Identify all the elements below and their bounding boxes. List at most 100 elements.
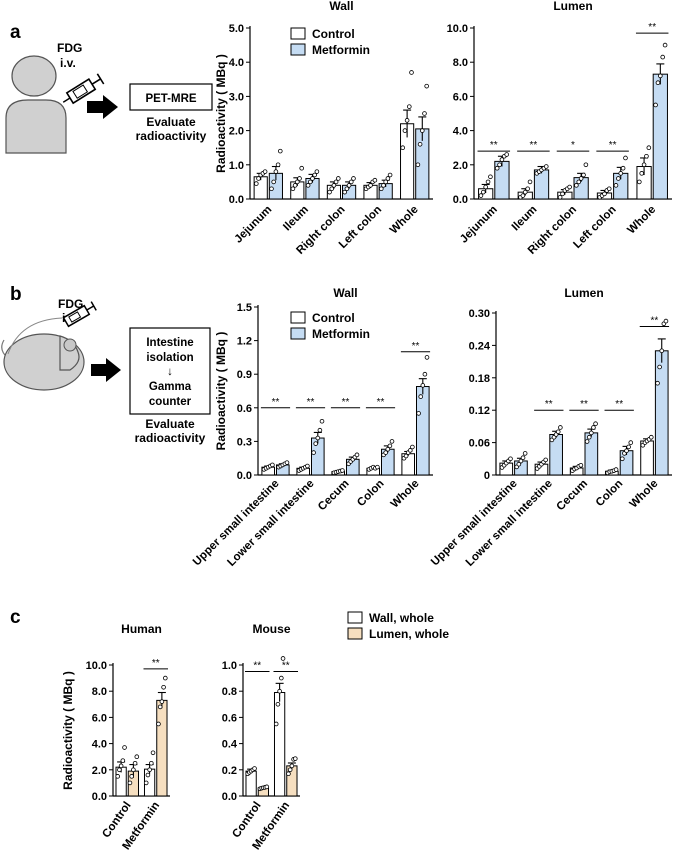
data-point — [150, 750, 156, 756]
syringe-icon — [62, 73, 105, 105]
data-point — [648, 434, 654, 440]
data-point — [295, 179, 300, 185]
data-point — [416, 411, 421, 416]
data-point — [271, 179, 276, 185]
injection-label-b: FDG — [58, 297, 83, 311]
legend-label-lumen: Lumen, whole — [369, 627, 449, 641]
method-box-b-line1: Intestine — [146, 337, 193, 349]
chart-title: Lumen — [553, 0, 592, 13]
significance-label: ** — [412, 341, 420, 352]
y-tick-label: 1.0 — [222, 660, 237, 672]
data-point — [297, 176, 302, 181]
significance-label: ** — [342, 397, 350, 408]
y-tick-label: 4.0 — [453, 126, 468, 138]
data-point — [606, 186, 612, 192]
method-box-b-line3: Gamma — [149, 381, 192, 393]
y-tick-label: 0 — [484, 470, 490, 482]
data-point — [584, 439, 590, 444]
data-point — [147, 767, 152, 773]
data-point — [653, 102, 658, 108]
data-point — [555, 429, 561, 435]
y-tick-label: 10.0 — [447, 23, 468, 35]
data-point — [264, 784, 270, 790]
data-point — [407, 448, 413, 453]
data-point — [156, 721, 161, 727]
legend-label-metformin: Metformin — [312, 43, 370, 57]
chart-title: Mouse — [252, 622, 290, 636]
chart-title: Lumen — [564, 286, 603, 300]
data-point — [305, 463, 310, 469]
data-point — [122, 745, 127, 750]
bar-lumen-whole-1 — [156, 699, 168, 797]
y-tick-label: 0.0 — [222, 791, 237, 803]
x-tick-label: Whole — [388, 204, 421, 237]
data-point — [400, 145, 406, 151]
data-point — [387, 172, 393, 178]
y-tick-label: 4.0 — [229, 57, 244, 69]
data-point — [157, 704, 163, 710]
data-point — [254, 181, 259, 186]
data-point — [488, 174, 493, 180]
y-tick-label: 0.0 — [453, 194, 468, 206]
data-point — [620, 165, 626, 171]
legend-swatch-control — [290, 311, 306, 324]
significance-label: ** — [307, 397, 315, 408]
method-box-b-line2: isolation — [146, 352, 193, 364]
data-point — [660, 54, 666, 60]
y-tick-label: 4.0 — [92, 739, 107, 751]
y-tick-label: 0.24 — [469, 340, 491, 352]
data-point — [132, 760, 138, 766]
x-tick-label: Ileum — [510, 204, 540, 234]
legend-swatch-control — [290, 27, 306, 40]
data-point — [418, 394, 424, 399]
mouse-icon — [1, 317, 85, 391]
data-point — [163, 675, 168, 681]
significance-label: ** — [648, 22, 656, 33]
data-point — [333, 179, 339, 185]
y-axis-label: Radioactivity ( MBq ) — [214, 332, 228, 451]
data-point — [336, 176, 341, 181]
y-tick-label: 0.2 — [222, 765, 237, 777]
data-point — [613, 467, 619, 472]
data-point — [279, 675, 284, 681]
data-point — [277, 688, 282, 694]
data-point — [275, 162, 281, 168]
data-point — [305, 183, 311, 188]
data-point — [657, 364, 662, 370]
data-point — [525, 186, 530, 192]
y-tick-label: 3.0 — [229, 91, 244, 103]
x-tick-label: Cecum — [555, 478, 591, 514]
x-tick-label: Jejunum — [458, 204, 500, 246]
legend-label-control: Control — [312, 311, 355, 325]
data-point — [424, 83, 429, 89]
x-tick-label: Whole — [625, 204, 658, 237]
data-point — [644, 153, 649, 159]
y-tick-label: 0.0 — [229, 194, 244, 206]
x-tick-label: Whole — [628, 478, 661, 511]
data-point — [346, 183, 352, 188]
data-point — [344, 186, 350, 192]
data-point — [290, 186, 296, 192]
y-tick-label: 8.0 — [92, 686, 107, 698]
x-tick-label: Cecum — [316, 478, 352, 514]
legend-swatch-wall — [347, 611, 363, 624]
x-tick-label: Colon — [594, 478, 626, 510]
data-point — [311, 450, 316, 455]
significance-label: ** — [651, 316, 659, 327]
significance-label: ** — [377, 397, 385, 408]
data-point — [424, 355, 430, 360]
data-point — [637, 179, 642, 185]
data-point — [543, 164, 549, 169]
data-point — [286, 771, 291, 777]
data-point — [299, 165, 305, 171]
y-tick-label: 6.0 — [92, 712, 107, 724]
data-point — [560, 191, 565, 197]
panel-label-c: c — [10, 607, 21, 628]
significance-label: ** — [253, 661, 261, 672]
data-point — [420, 383, 426, 388]
data-point — [368, 183, 373, 188]
data-point — [134, 754, 140, 759]
